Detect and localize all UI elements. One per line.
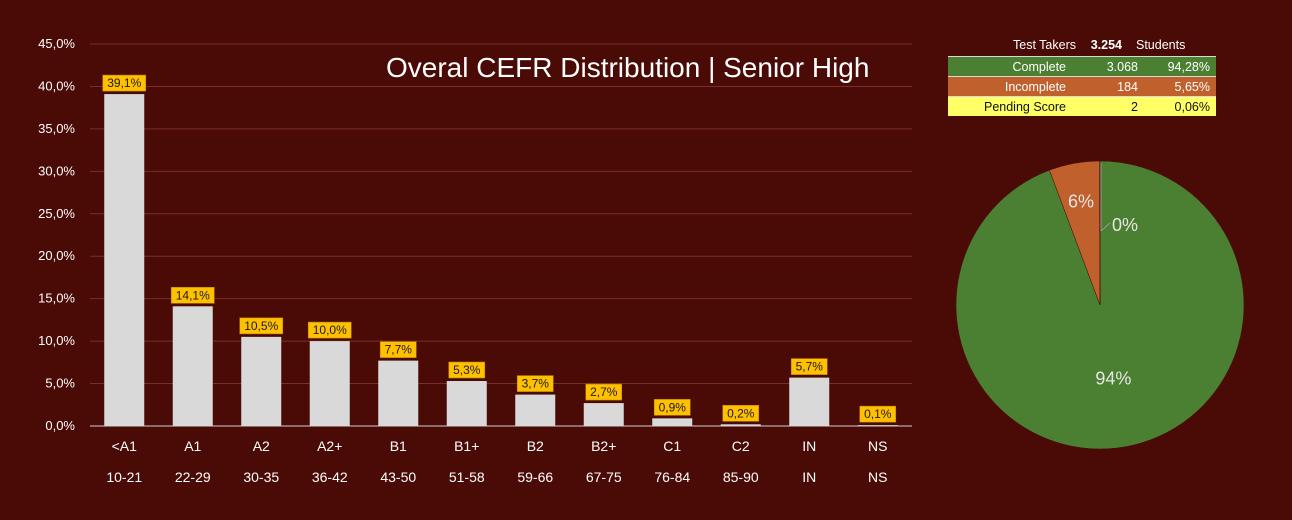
row-label: Pending Score xyxy=(983,99,1066,114)
row-percent: 94,28% xyxy=(1167,59,1210,74)
bar xyxy=(309,341,350,426)
data-label: 10,5% xyxy=(244,319,278,333)
row-percent: 0,06% xyxy=(1174,99,1210,114)
bar xyxy=(652,418,693,426)
pie-label: 94% xyxy=(1095,369,1131,389)
data-label-box xyxy=(790,358,828,375)
summary-header: Test Takers 3.254 Students xyxy=(948,34,1216,56)
data-label-box xyxy=(379,341,417,358)
x-category-label: A2+ xyxy=(317,438,342,454)
x-range-label: 51-58 xyxy=(449,469,485,485)
row-count: 2 xyxy=(1131,99,1138,114)
data-label-box xyxy=(102,74,147,92)
bar xyxy=(241,336,282,426)
data-label: 10,0% xyxy=(313,323,347,337)
pie-slice xyxy=(1099,160,1101,306)
row-percent: 5,65% xyxy=(1174,79,1210,94)
data-label-box xyxy=(239,317,284,335)
row-count: 3.068 xyxy=(1106,59,1138,74)
y-tick-label: 5,0% xyxy=(45,376,75,391)
data-label-box xyxy=(585,383,623,401)
x-category-label: <A1 xyxy=(112,438,138,454)
test-takers-unit: Students xyxy=(1136,38,1186,52)
data-label: 7,7% xyxy=(385,343,413,357)
y-tick-label: 15,0% xyxy=(38,291,75,306)
data-label-box xyxy=(516,375,554,392)
data-label: 2,7% xyxy=(590,385,618,399)
cefr-bar-chart: 0,0% 5,0% 10,0% 15,0% 20,0% 25,0% 30,0% 35,0% 40… xyxy=(38,36,912,485)
x-range-label: 36-42 xyxy=(312,469,348,485)
data-label-box xyxy=(653,399,691,416)
summary-row-pending: Pending Score 2 0,06% xyxy=(948,96,1216,116)
x-category-label: A2 xyxy=(253,438,270,454)
summary-row-incomplete: Incomplete 184 5,65% xyxy=(948,76,1216,96)
row-label: Complete xyxy=(1012,59,1067,74)
y-tick-label: 20,0% xyxy=(38,248,75,263)
y-tick-label: 45,0% xyxy=(38,36,75,51)
data-label: 14,1% xyxy=(176,288,210,302)
x-range-label: 85-90 xyxy=(723,469,759,485)
data-label-box xyxy=(722,405,760,422)
row-count: 184 xyxy=(1117,79,1138,94)
data-label-box xyxy=(859,405,897,423)
chart-title: Overal CEFR Distribution | Senior High xyxy=(386,52,870,83)
x-category-label: B2 xyxy=(527,438,544,454)
x-category-label: B1 xyxy=(390,438,407,454)
x-range-label: 76-84 xyxy=(654,469,690,485)
bar xyxy=(104,94,145,426)
x-range-label: 43-50 xyxy=(380,469,416,485)
summary-row-complete: Complete 3.068 94,28% xyxy=(948,56,1216,76)
test-takers-label: Test Takers xyxy=(1013,38,1076,52)
x-category-label: A1 xyxy=(184,438,201,454)
x-category-label: IN xyxy=(802,438,816,454)
bar xyxy=(515,394,556,426)
y-tick-label: 0,0% xyxy=(45,418,75,433)
x-range-label: IN xyxy=(802,469,816,485)
bar xyxy=(857,425,898,426)
x-category-label: NS xyxy=(868,438,887,454)
data-label: 0,2% xyxy=(727,406,755,420)
x-range-label: 10-21 xyxy=(106,469,142,485)
pie-label: 6% xyxy=(1068,192,1094,212)
data-label-box xyxy=(448,361,486,379)
x-range-label: 67-75 xyxy=(586,469,622,485)
data-label: 5,3% xyxy=(453,363,481,377)
data-label-box xyxy=(307,321,352,339)
bar xyxy=(378,360,419,426)
data-label: 3,7% xyxy=(522,377,550,391)
row-label: Incomplete xyxy=(1004,79,1066,94)
data-label: 0,9% xyxy=(659,400,687,414)
x-category-label: C2 xyxy=(732,438,750,454)
data-label: 5,7% xyxy=(796,360,824,374)
completion-pie-chart: 94% 6% 0% xyxy=(955,160,1245,450)
bar xyxy=(789,377,830,426)
x-range-label: 22-29 xyxy=(175,469,211,485)
test-takers-summary: Test Takers 3.254 Students Complete 3.06… xyxy=(948,34,1216,116)
data-label: 0,1% xyxy=(864,407,892,421)
y-tick-label: 35,0% xyxy=(38,121,75,136)
pie-leader-line xyxy=(1100,222,1111,232)
y-tick-label: 25,0% xyxy=(38,206,75,221)
bar xyxy=(720,424,761,426)
pie-label: 0% xyxy=(1112,215,1138,235)
x-range-label: 59-66 xyxy=(517,469,553,485)
x-category-label: B2+ xyxy=(591,438,616,454)
bar xyxy=(446,381,487,426)
test-takers-count: 3.254 xyxy=(1090,38,1122,52)
x-category-label: B1+ xyxy=(454,438,479,454)
x-range-label: 30-35 xyxy=(243,469,279,485)
bar xyxy=(583,403,624,426)
y-tick-label: 30,0% xyxy=(38,163,75,178)
y-tick-label: 40,0% xyxy=(38,78,75,93)
data-label-box xyxy=(170,287,215,304)
y-tick-label: 10,0% xyxy=(38,333,75,348)
x-range-label: NS xyxy=(868,469,887,485)
bar xyxy=(172,306,213,426)
x-category-label: C1 xyxy=(663,438,681,454)
data-label: 39,1% xyxy=(107,76,141,90)
